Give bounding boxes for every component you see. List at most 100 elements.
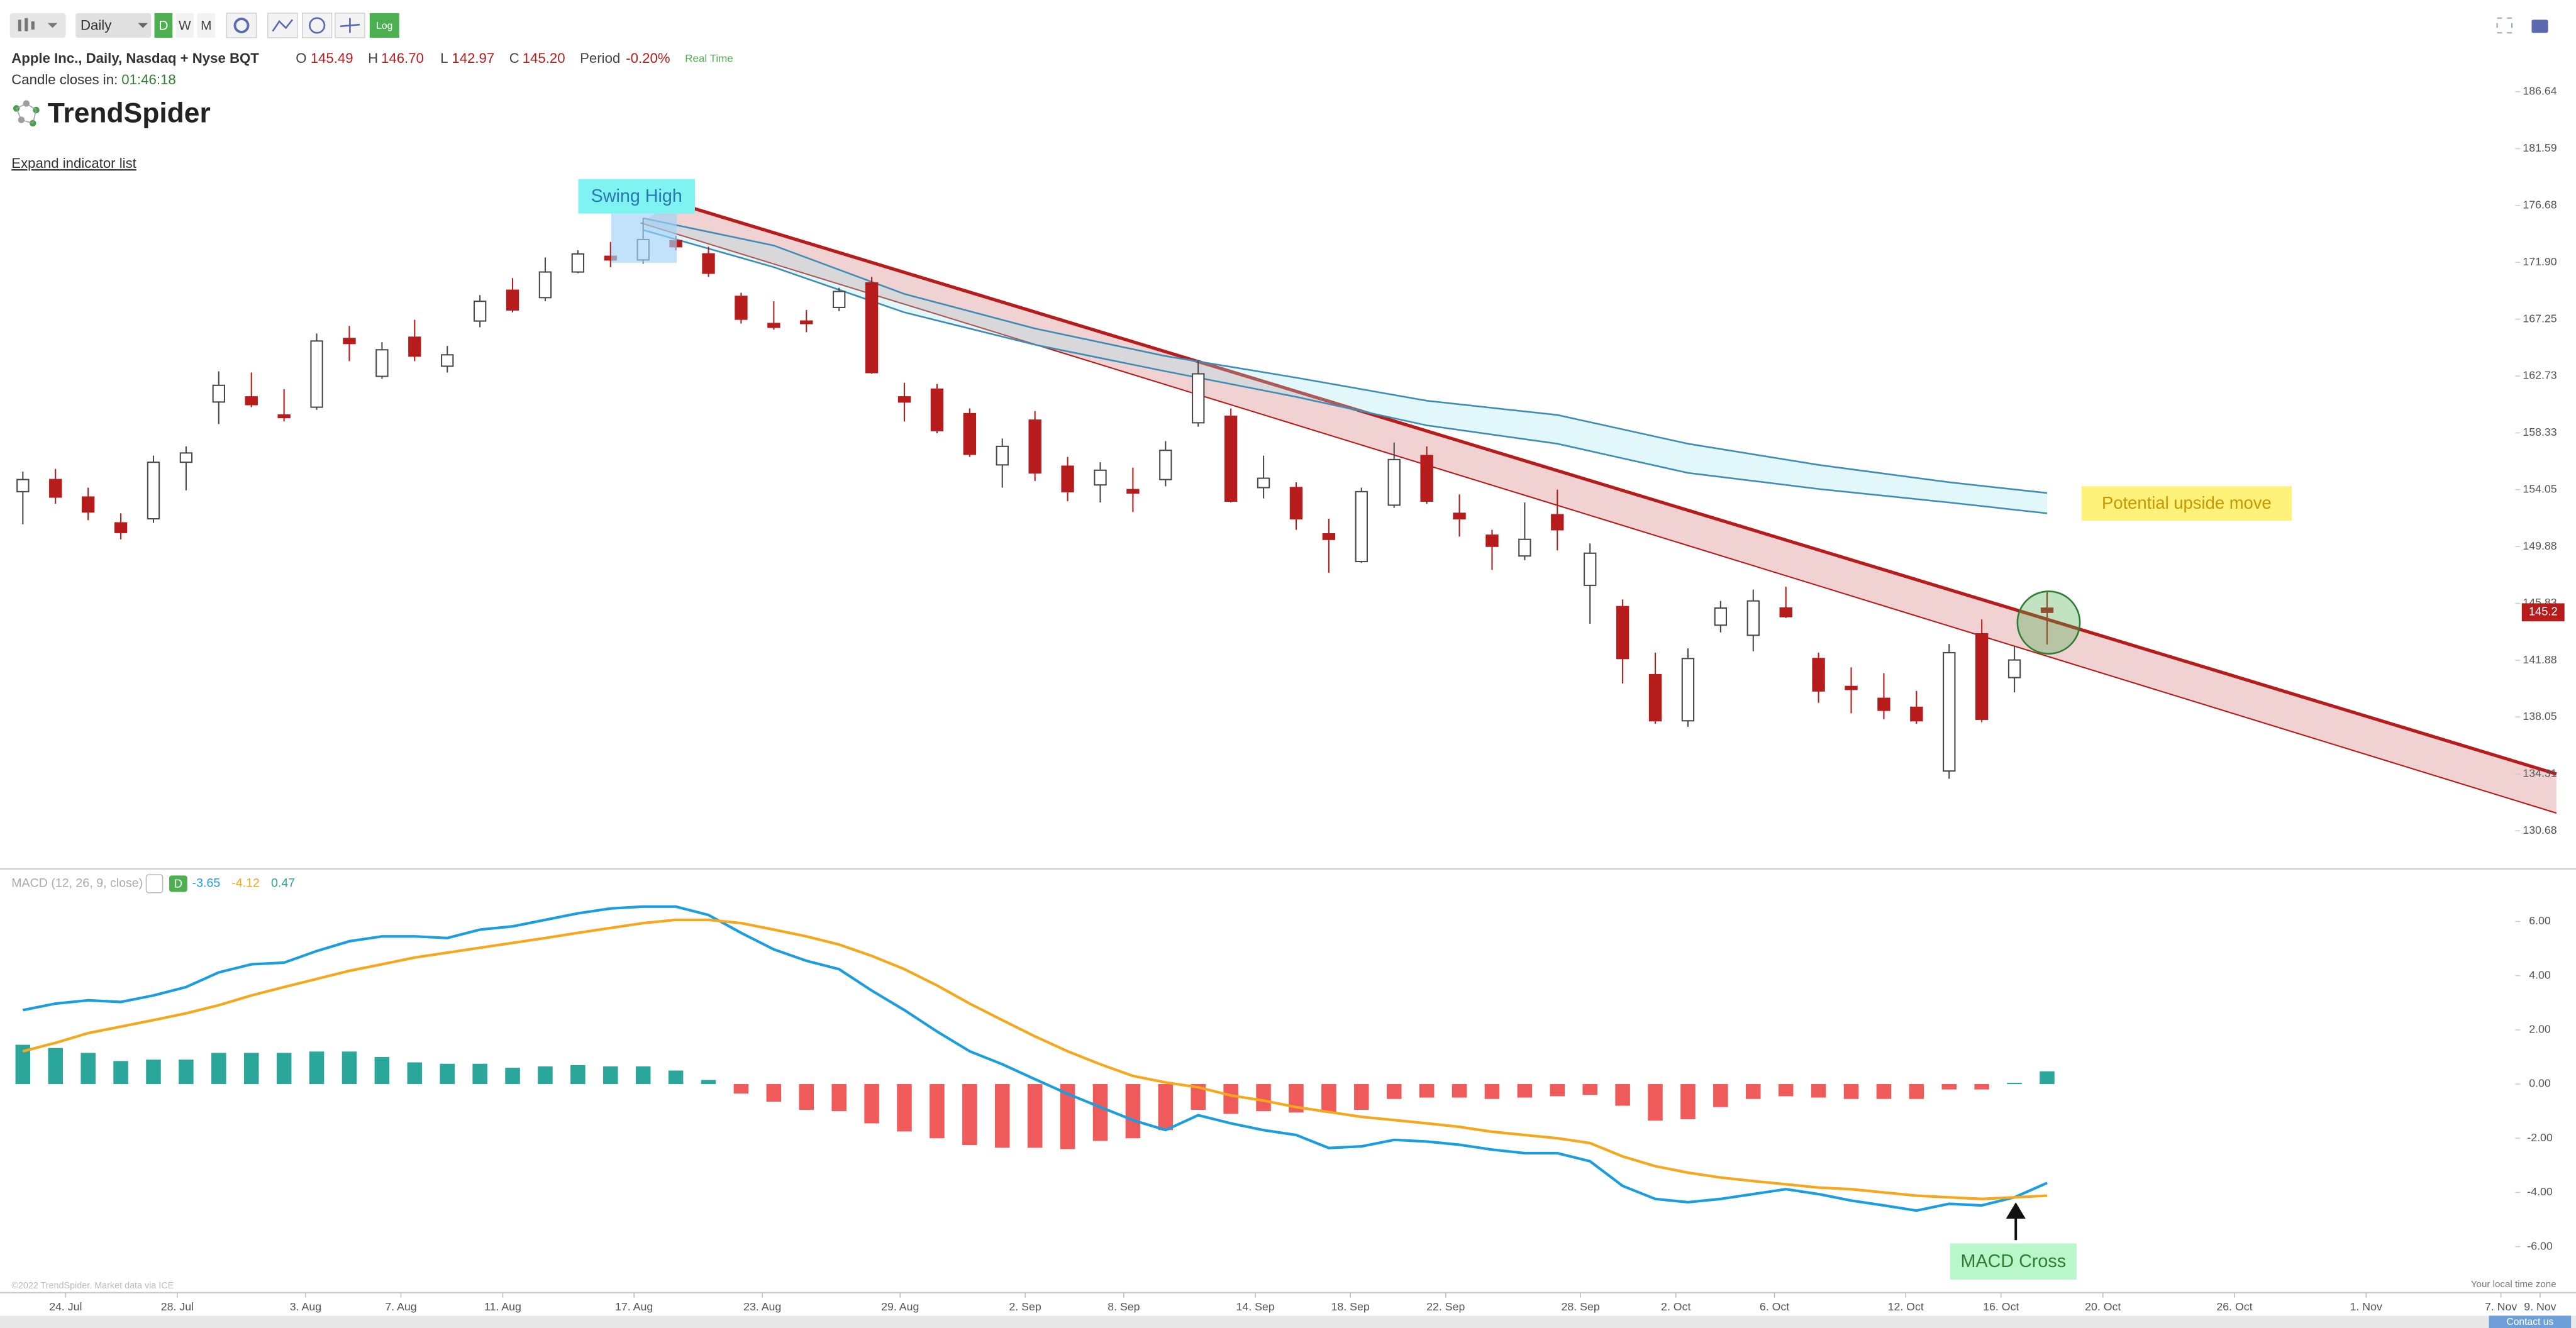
log-button-label: Log — [376, 21, 392, 31]
interval-button[interactable] — [197, 13, 216, 38]
histogram-bar — [276, 1053, 292, 1085]
histogram-bar — [1582, 1084, 1597, 1095]
toolbar: Daily D W M Log — [9, 13, 2548, 38]
x-tick-label: 1. Nov — [2350, 1300, 2382, 1313]
countdown-label: Candle closes in: — [11, 72, 118, 87]
chart-type-button[interactable] — [9, 13, 66, 38]
icon — [138, 23, 148, 28]
realtime: Real Time — [685, 53, 733, 65]
histogram-bar — [243, 1053, 259, 1085]
period-value: -0.20% — [626, 50, 670, 66]
candle-body — [1910, 706, 1923, 722]
header: Apple Inc., Daily, Nasdaq + Nyse BQT O 1… — [11, 50, 733, 171]
alert-button[interactable] — [301, 13, 333, 38]
fullscreen-button[interactable] — [2496, 17, 2513, 34]
histogram-bar — [1092, 1084, 1108, 1141]
histogram-bar — [1158, 1084, 1174, 1131]
histogram-bar — [1909, 1084, 1924, 1099]
histogram-bar — [407, 1062, 423, 1085]
histogram-bar — [1191, 1084, 1206, 1110]
candle-body — [1126, 489, 1140, 494]
last-price-label: 145.2 — [2529, 605, 2558, 618]
last-price-tag — [2521, 603, 2565, 622]
x-tick-label: 23. Aug — [743, 1300, 781, 1313]
histogram-bar — [1517, 1084, 1533, 1098]
interval-select[interactable] — [75, 13, 152, 38]
histogram-bar — [146, 1060, 161, 1085]
histogram-bar — [1484, 1084, 1500, 1099]
histogram-bar — [1125, 1084, 1141, 1139]
brand: TrendSpider — [48, 98, 211, 129]
y-tick-label: 181.59 — [2523, 141, 2557, 154]
histogram-bar — [701, 1080, 716, 1085]
histogram-bar — [994, 1084, 1010, 1148]
candle-body — [1289, 487, 1303, 520]
y-tick-label: 186.64 — [2523, 85, 2557, 97]
histogram-bar — [1648, 1084, 1663, 1121]
histogram-bar — [211, 1053, 226, 1085]
indicator-readout: -3.65 — [192, 877, 221, 890]
histogram-bar — [15, 1044, 31, 1085]
histogram-bar — [766, 1084, 782, 1102]
ohlc-key: O — [296, 50, 306, 66]
candle-body — [1943, 651, 1956, 772]
candle-body — [1028, 419, 1041, 474]
y-tick-label: 134.31 — [2523, 767, 2557, 780]
ohlc-value: 145.20 — [523, 50, 565, 66]
candle-body — [571, 253, 585, 273]
highlight-circle — [2016, 590, 2081, 655]
histogram-bar — [374, 1056, 390, 1085]
y-tick-label: -6.00 — [2527, 1239, 2553, 1252]
histogram-bar — [1256, 1084, 1271, 1112]
interval-button[interactable] — [154, 13, 173, 38]
candle-body — [408, 336, 421, 357]
log-button[interactable] — [369, 13, 399, 38]
candle-body — [996, 445, 1009, 466]
candle-body — [1094, 469, 1107, 486]
candle-body — [310, 340, 323, 408]
x-tick-label: 26. Oct — [2216, 1300, 2252, 1313]
icon — [272, 19, 293, 32]
histogram-bar — [570, 1065, 586, 1085]
ohlc-value: 146.70 — [381, 50, 424, 66]
candle-body — [179, 452, 193, 463]
x-tick-label: 11. Aug — [484, 1300, 521, 1313]
y-tick-label: 167.25 — [2523, 312, 2557, 324]
icon — [233, 18, 250, 33]
indicator-badge-bg — [169, 875, 187, 892]
x-tick-label: 6. Oct — [1760, 1300, 1789, 1313]
histogram-bar — [962, 1084, 977, 1145]
y-tick-label: 158.33 — [2523, 426, 2557, 438]
ohlc-value: 145.49 — [311, 50, 353, 66]
settings-button[interactable] — [226, 13, 257, 38]
candle-body — [1584, 552, 1597, 586]
timezone: Your local time zone — [2471, 1279, 2557, 1290]
candle-body — [1975, 633, 1989, 720]
histogram-bar — [1550, 1084, 1565, 1097]
histogram-bar — [603, 1066, 618, 1085]
interval-button[interactable] — [175, 13, 194, 38]
histogram-bar — [930, 1084, 945, 1139]
candle-body — [930, 388, 944, 431]
upside-box — [2081, 486, 2292, 521]
band-line — [643, 229, 2048, 514]
snapshot-button[interactable] — [2531, 19, 2548, 33]
band-line — [643, 217, 2048, 494]
candle-body — [245, 396, 258, 406]
candle-body — [277, 414, 291, 419]
expand-link[interactable]: Expand indicator list — [11, 155, 136, 171]
histogram-bar — [309, 1051, 325, 1085]
histogram-bar — [1941, 1084, 1957, 1090]
candle-body — [2040, 607, 2054, 613]
x-tick-label: 7. Nov — [2485, 1300, 2517, 1313]
histogram-bar — [1974, 1084, 1989, 1090]
contact-button[interactable] — [2489, 1315, 2572, 1328]
copyright: ©2022 TrendSpider. Market data via ICE — [11, 1281, 174, 1291]
x-tick-label: 18. Sep — [1331, 1300, 1370, 1313]
histogram-bar — [1876, 1084, 1892, 1099]
histogram-bar — [635, 1066, 651, 1085]
swing-high-label: Swing High — [591, 186, 682, 206]
x-tick-label: 29. Aug — [881, 1300, 919, 1313]
histogram-bar — [1713, 1084, 1728, 1107]
icon — [18, 19, 21, 31]
